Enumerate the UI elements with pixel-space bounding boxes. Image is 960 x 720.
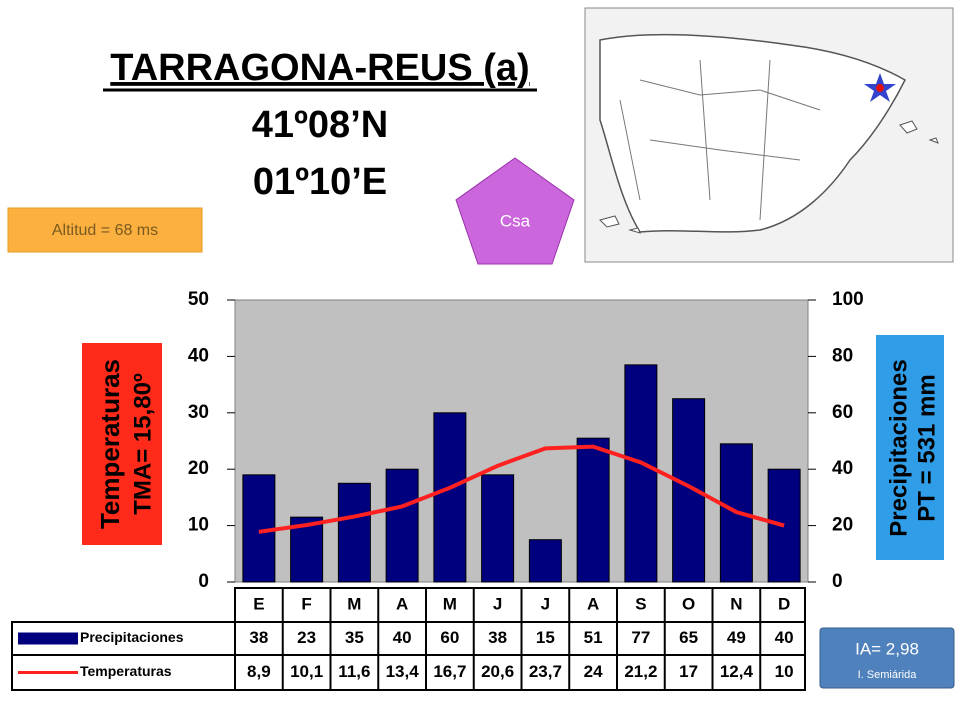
table-value: 16,7 — [433, 662, 466, 681]
y2-tick-label: 80 — [832, 345, 853, 366]
legend-label: Precipitaciones — [80, 629, 184, 645]
legend-swatch — [18, 632, 78, 645]
climate-pentagon — [455, 157, 575, 265]
y-tick-label: 30 — [188, 402, 209, 423]
latitude: 41º08’N — [252, 104, 388, 146]
table-value: 40 — [393, 628, 412, 647]
aridity-index: IA= 2,98 — [855, 639, 919, 658]
y-tick-label: 20 — [188, 458, 209, 479]
plot-area — [234, 299, 809, 583]
table-value: 40 — [775, 628, 794, 647]
table-value: 13,4 — [386, 662, 420, 681]
x-tick-label: J — [541, 594, 550, 613]
y2label-box — [876, 335, 944, 560]
x-tick-label: A — [396, 594, 408, 613]
table-value: 35 — [345, 628, 364, 647]
x-tick-label: O — [682, 594, 695, 613]
table-value: 60 — [440, 628, 459, 647]
table-value: 17 — [679, 662, 698, 681]
ylabel-box — [82, 343, 162, 545]
legend-label: Temperaturas — [80, 663, 172, 679]
x-tick-label: D — [778, 594, 790, 613]
table-value: 38 — [249, 628, 268, 647]
bar — [672, 398, 706, 583]
climate-class: Csa — [500, 211, 531, 230]
bar — [481, 474, 515, 583]
chart: 0 10 20 30 40 50 0 20 40 60 80 100 E F M A M J J A S O N D Preci… — [11, 289, 864, 691]
aridity-box — [819, 627, 955, 689]
y2-tick-label: 40 — [832, 458, 853, 479]
table-value: 23,7 — [529, 662, 562, 681]
table-value: 38 — [488, 628, 507, 647]
bar — [624, 364, 658, 583]
bar — [528, 539, 562, 583]
table-value: 10,1 — [290, 662, 323, 681]
table-value: 15 — [536, 628, 555, 647]
altitude-box — [7, 207, 203, 253]
bar — [385, 468, 419, 583]
slide-title: TARRAGONA-REUS (a) — [110, 47, 529, 89]
bar — [433, 412, 467, 583]
x-tick-label: M — [347, 594, 361, 613]
table-value: 77 — [631, 628, 650, 647]
table-value: 51 — [584, 628, 603, 647]
line — [258, 444, 785, 534]
y-tick-label: 40 — [188, 345, 209, 366]
table-value: 10 — [775, 662, 794, 681]
aridity-label: I. Semiárida — [858, 669, 918, 681]
bar — [767, 468, 801, 583]
y-tick-label: 50 — [188, 289, 209, 310]
x-tick-label: J — [493, 594, 502, 613]
x-tick-label: N — [730, 594, 742, 613]
table-value: 21,2 — [624, 662, 657, 681]
y2-tick-label: 20 — [832, 515, 853, 536]
y-tick-label: 10 — [188, 515, 209, 536]
table-value: 24 — [584, 662, 603, 681]
table-value: 20,6 — [481, 662, 514, 681]
y-axis-label: Temperaturas — [95, 359, 125, 529]
table-value: 11,6 — [338, 662, 370, 681]
x-tick-label: S — [635, 594, 646, 613]
table-value: 8,9 — [247, 662, 271, 681]
longitude: 01º10’E — [253, 161, 387, 203]
table-value: 65 — [679, 628, 698, 647]
y2-axis-note: PT = 531 mm — [913, 374, 940, 521]
table-value: 49 — [727, 628, 746, 647]
bar — [576, 437, 610, 583]
y-tick-label: 0 — [198, 571, 209, 592]
y2-tick-label: 100 — [832, 289, 864, 310]
x-tick-label: E — [253, 594, 264, 613]
x-tick-label: A — [587, 594, 599, 613]
table-value: 23 — [297, 628, 316, 647]
y2-tick-label: 0 — [832, 571, 843, 592]
table-value: 12,4 — [720, 662, 754, 681]
map — [584, 7, 954, 263]
bar — [337, 482, 371, 583]
x-tick-label: F — [301, 594, 311, 613]
altitude: Altitud = 68 ms — [52, 222, 158, 239]
x-tick-label: M — [443, 594, 457, 613]
y2-axis-label: Precipitaciones — [885, 359, 912, 536]
y-axis-note: TMA= 15,80º — [129, 373, 156, 515]
y2-tick-label: 60 — [832, 402, 853, 423]
